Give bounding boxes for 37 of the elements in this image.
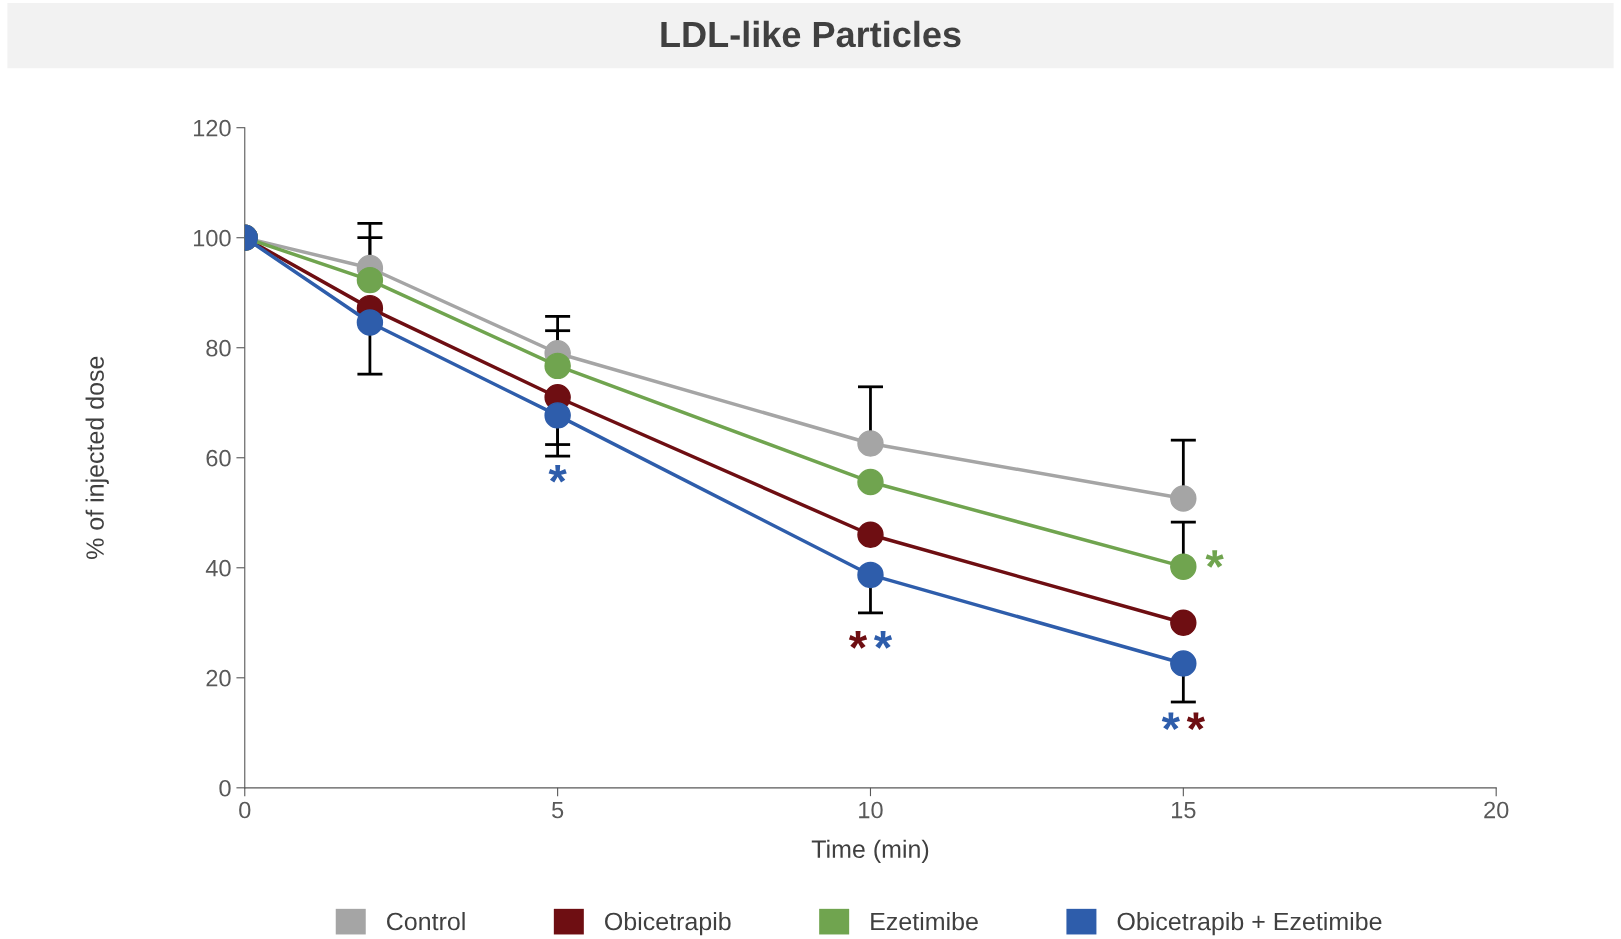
annotation: * <box>1161 712 1180 731</box>
point <box>1170 609 1197 636</box>
y-tick-label: 100 <box>193 229 231 247</box>
legend-label: Obicetrapib + Ezetimibe <box>1117 911 1382 936</box>
legend-label: Ezetimibe <box>871 911 978 931</box>
x-tick-label: 10 <box>859 801 883 819</box>
point <box>857 561 884 589</box>
x-tick-label: 0 <box>239 801 251 819</box>
legend-label: Control <box>387 911 465 931</box>
annotation: * <box>548 464 567 483</box>
point <box>857 468 884 496</box>
point <box>857 430 884 457</box>
annotation: * <box>873 631 893 649</box>
chart-title: LDL-like Particles <box>661 20 961 48</box>
x-tick-label: 20 <box>1484 801 1509 819</box>
point <box>544 352 571 380</box>
annotation: * <box>1186 712 1205 731</box>
legend-label: Obicetrapib <box>605 911 731 936</box>
x-tick-label: 5 <box>552 801 564 819</box>
y-tick-label: 60 <box>206 449 231 467</box>
y-tick-label: 0 <box>219 779 231 797</box>
point <box>356 266 384 294</box>
annotation: * <box>848 631 868 649</box>
x-tick-label: 15 <box>1172 801 1196 819</box>
y-tick-label: 120 <box>193 119 231 137</box>
x-axis-title: Time (min) <box>811 839 929 863</box>
point <box>356 309 384 336</box>
point <box>1170 553 1197 580</box>
y-tick-label: 40 <box>205 559 231 577</box>
y-tick-label: 80 <box>206 339 231 357</box>
y-tick-label: 20 <box>206 669 231 687</box>
point <box>1170 485 1197 512</box>
point <box>857 521 884 548</box>
annotation: * <box>1205 550 1224 568</box>
point <box>544 402 571 429</box>
point <box>1170 650 1197 677</box>
y-axis-title: % of injected dose <box>85 356 109 560</box>
